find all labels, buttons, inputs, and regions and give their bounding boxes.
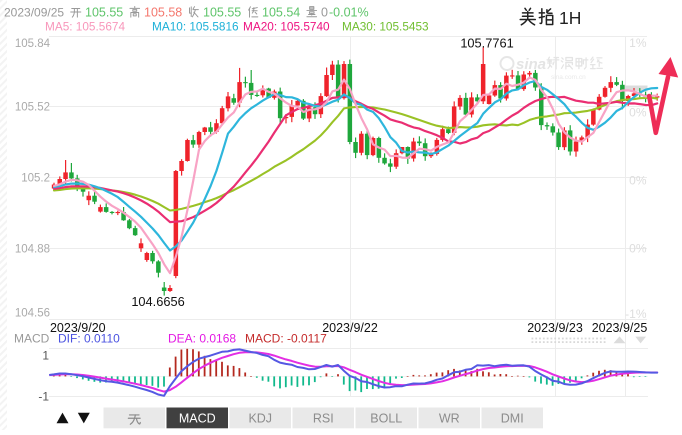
svg-text:2023/9/23: 2023/9/23 xyxy=(527,321,583,335)
svg-text:sina: sina xyxy=(516,56,546,73)
svg-text:WR: WR xyxy=(439,411,460,425)
svg-text:2023/9/25: 2023/9/25 xyxy=(592,321,648,335)
svg-text:2023/09/25: 2023/09/25 xyxy=(4,6,64,20)
svg-text:105.55: 105.55 xyxy=(203,6,241,20)
svg-text:DIF: 0.0110: DIF: 0.0110 xyxy=(58,332,120,346)
svg-text:0: 0 xyxy=(321,6,328,20)
svg-text:DMI: DMI xyxy=(501,411,524,425)
svg-text:104.56: 104.56 xyxy=(15,308,50,320)
svg-text:RSI: RSI xyxy=(313,411,334,425)
svg-text:104.6656: 104.6656 xyxy=(131,294,184,309)
svg-text:BOLL: BOLL xyxy=(370,411,402,425)
svg-text:MACD: -0.0117: MACD: -0.0117 xyxy=(245,332,327,346)
svg-text:1%: 1% xyxy=(629,36,647,50)
svg-text:sina.com.cn: sina.com.cn xyxy=(551,74,586,81)
svg-text:1: 1 xyxy=(42,349,49,363)
svg-text:0%: 0% xyxy=(629,242,647,256)
svg-text:105.52: 105.52 xyxy=(15,102,50,114)
svg-text:2023/9/22: 2023/9/22 xyxy=(322,321,378,335)
svg-text:105.2: 105.2 xyxy=(21,173,50,185)
svg-text:0%: 0% xyxy=(629,106,647,120)
svg-text:105.54: 105.54 xyxy=(262,6,300,20)
svg-text:MA20: 105.5740: MA20: 105.5740 xyxy=(243,20,330,34)
svg-text:105.84: 105.84 xyxy=(15,38,51,50)
svg-text:105.58: 105.58 xyxy=(144,6,182,20)
svg-text:0%: 0% xyxy=(629,174,647,188)
svg-text:-0.01%: -0.01% xyxy=(329,6,369,20)
svg-text:105.7761: 105.7761 xyxy=(460,36,513,51)
svg-text:104.88: 104.88 xyxy=(15,244,50,256)
svg-text:2023/9/20: 2023/9/20 xyxy=(50,321,106,335)
svg-text:KDJ: KDJ xyxy=(248,411,272,425)
svg-text:MA30: 105.5453: MA30: 105.5453 xyxy=(342,20,429,34)
svg-text:MACD: MACD xyxy=(179,411,216,425)
svg-text:MA10: 105.5816: MA10: 105.5816 xyxy=(152,20,239,34)
svg-text:1H: 1H xyxy=(559,8,581,28)
svg-text:105.55: 105.55 xyxy=(85,6,123,20)
svg-text:-1: -1 xyxy=(38,390,49,404)
svg-text:MACD: MACD xyxy=(14,332,50,346)
svg-text:DEA: 0.0168: DEA: 0.0168 xyxy=(168,332,236,346)
svg-text:MA5: 105.5674: MA5: 105.5674 xyxy=(45,20,125,34)
svg-text:-1%: -1% xyxy=(625,307,647,321)
